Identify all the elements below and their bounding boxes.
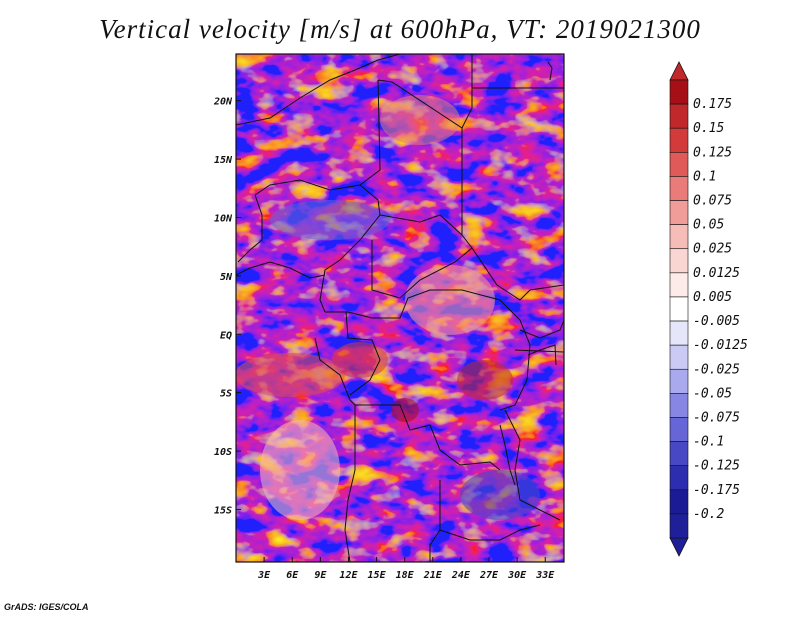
border-path (319, 184, 381, 313)
lon-tick-label: 18E (396, 570, 415, 581)
colorbar-segment (669, 296, 689, 322)
colorbar-level-label: -0.025 (693, 362, 740, 377)
border-path (237, 194, 263, 263)
colorbar-segment (669, 248, 689, 274)
colorbar-segment (669, 272, 689, 298)
border-path (325, 289, 531, 411)
border-path (439, 524, 541, 541)
border-path (314, 337, 501, 471)
colorbar-level-label: -0.005 (693, 314, 740, 329)
border-path (345, 311, 381, 396)
colorbar-top-arrow (669, 61, 689, 81)
lake-path (499, 424, 516, 486)
lon-tick-label: 24E (451, 570, 471, 581)
border-path (379, 214, 463, 236)
colorbar-level-label: 0.025 (693, 242, 732, 257)
lat-tick-label: 20N (213, 97, 233, 108)
colorbar-level-label: 0.1 (693, 169, 716, 184)
lon-tick-label: 27E (479, 570, 499, 581)
border-path (461, 54, 473, 129)
lon-tick-label: 15E (368, 570, 387, 581)
lat-tick-label: 5N (220, 272, 233, 283)
border-path (236, 54, 401, 126)
lake-path (527, 344, 557, 366)
colorbar-level-label: 0.075 (693, 194, 732, 209)
border-path (254, 79, 381, 196)
coastline-path (547, 61, 553, 81)
border-path (371, 240, 473, 299)
lat-tick-label: 15S (214, 505, 232, 516)
lon-tick-label: 3E (257, 570, 271, 581)
map-panel: 20N 15N 10N 5N EQ 5S 10S 15S 3E 6E 9E 12E 15E 18E 21E… (213, 53, 565, 581)
colorbar-segment (669, 417, 689, 442)
colorbar-segment (669, 489, 689, 515)
colorbar-level-label: 0.15 (693, 121, 724, 136)
colorbar-segment (669, 103, 689, 129)
colorbar-segment (669, 320, 689, 346)
colorbar-level-label: -0.05 (693, 386, 732, 401)
lat-tick-label: 10S (214, 447, 232, 458)
border-path (504, 409, 561, 521)
border-path (519, 319, 564, 339)
lat-tick-label: 15N (214, 155, 233, 166)
colorbar-bottom-arrow (669, 537, 689, 557)
lon-tick-label: 33E (535, 570, 555, 581)
longitude-axis: 3E 6E 9E 12E 15E 18E 21E 24E 27E 30E 33E (257, 557, 555, 581)
colorbar-level-label: 0.125 (693, 145, 732, 160)
country-boundaries (236, 54, 564, 562)
colorbar-level-label: -0.1 (693, 435, 724, 450)
colorbar-segment (669, 344, 689, 370)
colorbar-segment (669, 79, 689, 105)
colorbar-level-label: 0.175 (693, 97, 732, 112)
software-credit: GrADS: IGES/COLA (4, 602, 89, 612)
colorbar-segment (669, 176, 689, 201)
colorbar-segment (669, 465, 689, 491)
colorbar: 0.175 0.15 0.125 0.1 0.075 0.05 0.025 0.0125 0.0… (669, 61, 748, 557)
colorbar-level-label: -0.175 (693, 483, 740, 498)
colorbar-segment (669, 368, 689, 394)
lon-tick-label: 30E (507, 570, 527, 581)
border-path (344, 405, 356, 562)
chart-title: Vertical velocity [m/s] at 600hPa, VT: 2… (99, 14, 701, 44)
lon-tick-label: 9E (314, 570, 327, 581)
lat-tick-label: EQ (220, 330, 232, 341)
lon-tick-label: 6E (286, 570, 299, 581)
colorbar-level-label: -0.2 (693, 507, 724, 522)
colorbar-segment (669, 441, 689, 466)
lon-tick-label: 21E (423, 570, 443, 581)
colorbar-segment (669, 224, 689, 250)
colorbar-level-label: 0.05 (693, 218, 724, 233)
colorbar-level-label: -0.125 (693, 459, 740, 474)
latitude-axis: 20N 15N 10N 5N EQ 5S 10S 15S (213, 97, 241, 516)
colorbar-segment (669, 200, 689, 225)
coastline-path (236, 261, 326, 279)
colorbar-level-label: 0.005 (693, 290, 732, 305)
colorbar-level-label: -0.075 (693, 410, 740, 425)
lon-tick-label: 12E (339, 570, 358, 581)
map-frame (235, 53, 565, 563)
colorbar-level-label: 0.0125 (693, 266, 740, 281)
colorbar-segment (669, 127, 689, 153)
colorbar-segment (669, 393, 689, 418)
border-path (429, 480, 441, 562)
colorbar-level-label: -0.0125 (693, 338, 748, 353)
colorbar-segment (669, 513, 689, 539)
lat-tick-label: 10N (214, 213, 233, 224)
colorbar-segment (669, 152, 689, 177)
lat-tick-label: 5S (220, 389, 232, 400)
velocity-anomalies (236, 95, 540, 520)
